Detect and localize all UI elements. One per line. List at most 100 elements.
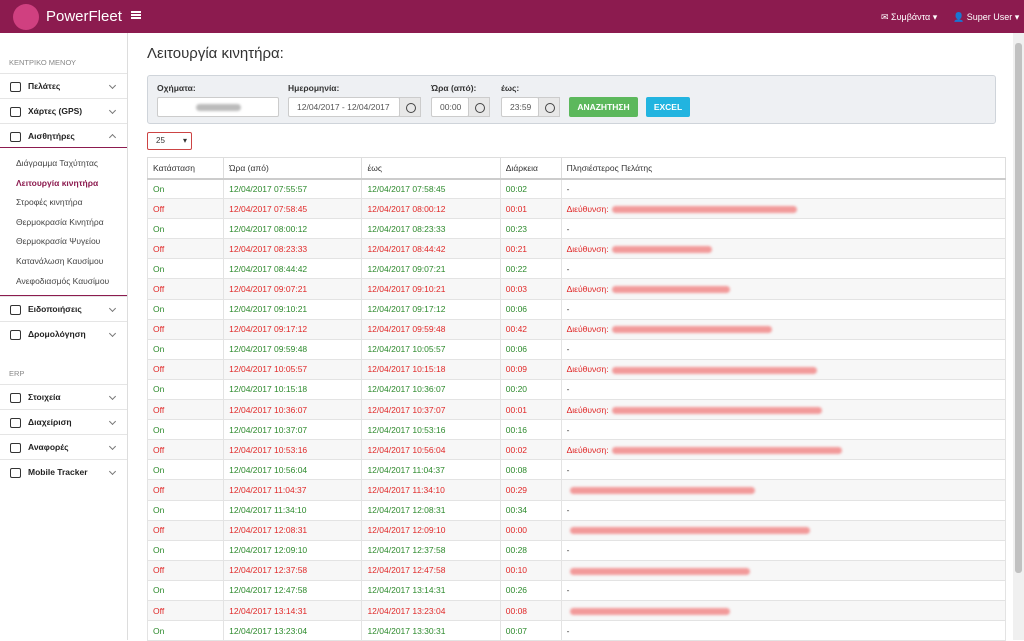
table-cell: 00:06 — [499, 298, 562, 320]
submenu-item[interactable]: Ανεφοδιασμός Καυσίμου — [16, 275, 110, 286]
header-row: Κατάσταση Ώρα (από) έως Διάρκεια Πλησιέστερο… — [146, 157, 1007, 180]
table-cell: 00:34 — [499, 499, 562, 521]
table-cell: - — [560, 539, 1007, 561]
table-cell: Off — [146, 399, 225, 421]
table-cell: 12/04/2017 10:56:04 — [223, 459, 363, 481]
submenu-item[interactable]: Θερμοκρασία Κινητήρα — [16, 216, 104, 227]
sidebar: ΚΕΝΤΡΙΚΟ ΜΕΝΟΥ Πελάτες Χάρτες (GPS) Αισθητή… — [0, 33, 128, 640]
table-cell: On — [146, 620, 225, 641]
table-cell: - — [560, 298, 1007, 320]
table-cell: 00:00 — [499, 519, 562, 541]
table-cell: 12/04/2017 12:47:58 — [361, 559, 501, 581]
column-header[interactable]: Κατάσταση — [146, 157, 225, 180]
from-input[interactable]: 00:00 — [431, 97, 469, 117]
date-input[interactable]: 12/04/2017 - 12/04/2017 — [288, 97, 400, 117]
table-cell: - — [560, 218, 1007, 240]
table-cell: - — [560, 499, 1007, 521]
table-row: Off 12/04/2017 07:58:45 12/04/2017 08:00:1… — [146, 198, 1007, 220]
table-cell: 12/04/2017 13:23:04 — [361, 599, 501, 622]
date-icon[interactable] — [399, 97, 421, 117]
menu-item[interactable]: Αισθητήρες — [0, 123, 127, 148]
table-cell: 12/04/2017 09:59:48 — [223, 338, 363, 360]
logo[interactable] — [13, 4, 39, 30]
table-cell: 12/04/2017 09:17:12 — [223, 318, 363, 340]
table-cell: Διεύθυνση: — [560, 318, 1007, 340]
table-row: On 12/04/2017 12:47:58 12/04/2017 13:14:31… — [146, 579, 1007, 601]
page-size-select[interactable]: 25 — [147, 132, 192, 150]
table-cell: 12/04/2017 12:37:58 — [223, 559, 363, 581]
submenu-item[interactable]: Θερμοκρασία Ψυγείου — [16, 236, 101, 247]
table-cell: 00:23 — [499, 218, 562, 240]
table-row: Off 12/04/2017 13:14:31 12/04/2017 13:23:0… — [146, 599, 1007, 622]
table-cell: Off — [146, 439, 225, 461]
table-row: Off 12/04/2017 08:23:33 12/04/2017 08:44:4… — [146, 238, 1007, 260]
redacted-text — [611, 406, 822, 414]
submenu-item[interactable]: Στροφές κινητήρα — [16, 197, 83, 208]
menu-toggle[interactable] — [131, 11, 141, 19]
vehicles-input[interactable] — [157, 97, 279, 117]
from-icon[interactable] — [468, 97, 490, 117]
table-cell: - — [560, 378, 1007, 401]
table-cell: 00:29 — [499, 479, 562, 501]
table-row: On 12/04/2017 08:00:12 12/04/2017 08:23:33… — [146, 218, 1007, 240]
table-cell: 12/04/2017 08:44:42 — [223, 258, 363, 280]
submenu-item[interactable]: Κατανάλωση Καυσίμου — [16, 255, 104, 266]
excel-button[interactable]: EXCEL — [646, 97, 690, 117]
menu-item[interactable]: Πελάτες — [0, 73, 127, 98]
menu-item[interactable]: Ειδοποιήσεις — [0, 296, 127, 321]
to-icon[interactable] — [538, 97, 560, 117]
table-cell: 12/04/2017 11:04:37 — [223, 479, 363, 501]
submenu-item[interactable]: Διάγραμμα Ταχύτητας — [16, 158, 99, 168]
table-cell: 12/04/2017 10:53:16 — [361, 419, 501, 441]
user-menu[interactable]: 👤 Super User ▾ — [953, 12, 1020, 22]
table-cell — [560, 479, 1007, 501]
menu-item[interactable]: Στοιχεία — [0, 384, 127, 409]
table-cell: On — [146, 579, 225, 601]
menu-item[interactable]: Αναφορές — [0, 434, 127, 459]
table-row: On 12/04/2017 09:59:48 12/04/2017 10:05:57… — [146, 338, 1007, 360]
redacted-text — [569, 527, 810, 535]
scroll-thumb[interactable] — [1015, 43, 1022, 573]
table-cell: 12/04/2017 09:10:21 — [223, 298, 363, 320]
results-table: Κατάσταση Ώρα (από) έως Διάρκεια Πλησιέστερο… — [146, 157, 1007, 641]
table-cell: 00:26 — [499, 579, 562, 601]
table-cell: On — [146, 419, 225, 441]
table-cell: 00:20 — [499, 378, 562, 401]
table-cell: On — [146, 459, 225, 481]
table-cell: Διεύθυνση: — [560, 238, 1007, 260]
vehicles-label: Οχήματα: — [157, 83, 196, 93]
table-row: On 12/04/2017 10:15:18 12/04/2017 10:36:07… — [146, 378, 1007, 401]
table-cell: 12/04/2017 13:14:31 — [361, 579, 501, 601]
table-cell: Off — [146, 599, 225, 622]
table-row: On 12/04/2017 12:09:10 12/04/2017 12:37:58… — [146, 539, 1007, 561]
menu-item[interactable]: Mobile Tracker — [0, 459, 127, 484]
brand[interactable]: PowerFleet — [46, 8, 122, 25]
table-cell: 12/04/2017 09:07:21 — [361, 258, 501, 280]
menu-item[interactable]: Διαχείριση — [0, 409, 127, 434]
menu-item[interactable]: Χάρτες (GPS) — [0, 98, 127, 123]
menu-item[interactable]: Δρομολόγηση — [0, 321, 127, 346]
to-label: έως: — [501, 83, 520, 93]
table-cell: 00:08 — [499, 599, 562, 622]
table-cell: - — [560, 258, 1007, 280]
to-input[interactable]: 23:59 — [501, 97, 539, 117]
column-header[interactable]: Διάρκεια — [499, 157, 562, 180]
table-cell: 12/04/2017 12:08:31 — [361, 499, 501, 521]
table-cell — [560, 559, 1007, 581]
column-header[interactable]: Πλησιέστερος Πελάτης — [560, 157, 1007, 180]
table-cell: 00:02 — [499, 439, 562, 461]
column-header[interactable]: έως — [361, 157, 501, 180]
table-cell: 12/04/2017 11:04:37 — [361, 459, 501, 481]
submenu-item[interactable]: Λειτουργία κινητήρα — [16, 177, 99, 188]
search-button[interactable]: ΑΝΑΖΗΤΗΣΗ — [569, 97, 638, 117]
column-header[interactable]: Ώρα (από) — [223, 157, 363, 180]
table-row: Off 12/04/2017 11:04:37 12/04/2017 11:34:1… — [146, 479, 1007, 501]
table-cell: On — [146, 258, 225, 280]
events-menu[interactable]: ✉ Συμβάντα ▾ — [881, 12, 938, 22]
table-cell: 12/04/2017 12:08:31 — [223, 519, 363, 541]
table-cell: Off — [146, 559, 225, 581]
table-cell: 12/04/2017 10:56:04 — [361, 439, 501, 461]
scrollbar[interactable] — [1013, 33, 1024, 640]
top-bar: PowerFleet ✉ Συμβάντα ▾ 👤 Super User ▾ — [0, 0, 1024, 33]
table-cell — [560, 519, 1007, 541]
